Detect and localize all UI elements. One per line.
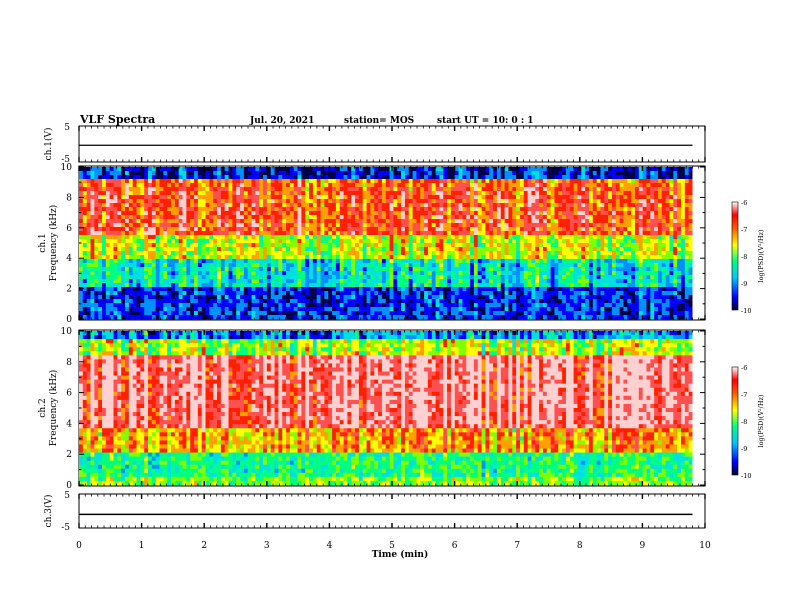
ch2-freq-ytick-4: 4 bbox=[66, 419, 72, 429]
figure-title: VLF Spectra bbox=[79, 113, 155, 126]
ch1-spectrogram-image bbox=[79, 167, 705, 320]
x-tick-label-7: 7 bbox=[514, 541, 520, 551]
ch1-colorbar-tick-1: -6 bbox=[741, 199, 747, 207]
x-tick-label-6: 6 bbox=[452, 541, 458, 551]
ch3-voltage-ylabel: ch.3(V) bbox=[43, 495, 54, 528]
ch2-colorbar-tick-1: -6 bbox=[741, 364, 747, 372]
x-tick-label-3: 3 bbox=[264, 541, 270, 551]
axis-ticks bbox=[78, 126, 706, 528]
x-tick-label-10: 10 bbox=[699, 541, 711, 551]
ch1-freq-ytick-2: 2 bbox=[66, 285, 72, 295]
ch1-freq-ytick-0: 0 bbox=[66, 315, 72, 325]
ch1-voltage-panel bbox=[78, 125, 706, 163]
ch1-colorbar-tick-5: -10 bbox=[741, 307, 751, 315]
ch1-colorbar-tick-2: -7 bbox=[741, 226, 747, 234]
ch3-voltage-ytick-bottom: -5 bbox=[61, 523, 70, 533]
ch2-freq-ytick-8: 8 bbox=[66, 358, 72, 368]
ch3-voltage-ytick-top: 5 bbox=[64, 491, 70, 501]
ch2-spectrogram-image bbox=[79, 331, 705, 486]
ch2-colorbar-tick-5: -10 bbox=[741, 472, 751, 480]
ch2-freq-ytick-6: 6 bbox=[66, 389, 72, 399]
date-label: Jul. 20, 2021 bbox=[249, 116, 314, 126]
ch1-colorbar bbox=[731, 201, 739, 311]
ch1-colorbar-tick-4: -9 bbox=[741, 280, 747, 288]
ch1-freq-ytick-10: 10 bbox=[61, 163, 73, 173]
x-tick-label-1: 1 bbox=[139, 541, 145, 551]
ch2-colorbar-tick-3: -8 bbox=[741, 418, 747, 426]
ch1-spectrogram-ylabel-2: Frequency (kHz) bbox=[48, 205, 59, 282]
x-tick-label-4: 4 bbox=[327, 541, 333, 551]
start-time-label: start UT = 10: 0 : 1 bbox=[437, 116, 534, 126]
ch1-freq-ytick-6: 6 bbox=[66, 224, 72, 234]
ch2-colorbar-tick-2: -7 bbox=[741, 391, 747, 399]
x-tick-label-2: 2 bbox=[201, 541, 207, 551]
ch2-spectrogram-ylabel-1: ch.2 bbox=[38, 398, 48, 417]
station-label: station= MOS bbox=[344, 116, 414, 126]
ch2-freq-ytick-0: 0 bbox=[66, 481, 72, 491]
ch2-spectrogram-ylabel-2: Frequency (kHz) bbox=[48, 370, 59, 447]
ch2-colorbar-label: log(PSD)(V²/Hz) bbox=[757, 394, 765, 447]
x-axis-label: Time (min) bbox=[372, 549, 429, 560]
ch1-freq-ytick-4: 4 bbox=[66, 254, 72, 264]
ch1-colorbar-label: log(PSD)(V²/Hz) bbox=[757, 229, 765, 282]
ch1-spectrogram-ylabel-1: ch.1 bbox=[38, 233, 48, 252]
ch1-freq-ytick-8: 8 bbox=[66, 193, 72, 203]
ch1-colorbar-tick-3: -8 bbox=[741, 253, 747, 261]
ch2-freq-ytick-10: 10 bbox=[61, 327, 73, 337]
ch2-colorbar-tick-4: -9 bbox=[741, 445, 747, 453]
x-tick-label-0: 0 bbox=[76, 541, 82, 551]
ch2-colorbar bbox=[731, 366, 739, 476]
x-tick-label-5: 5 bbox=[389, 541, 395, 551]
ch3-voltage-panel bbox=[78, 493, 706, 529]
ch1-voltage-ytick-bottom: -5 bbox=[61, 155, 70, 165]
ch1-voltage-ytick-top: 5 bbox=[64, 123, 70, 133]
x-tick-label-9: 9 bbox=[640, 541, 646, 551]
ch1-voltage-ylabel: ch.1(V) bbox=[43, 128, 54, 161]
ch2-freq-ytick-2: 2 bbox=[66, 450, 72, 460]
x-tick-label-8: 8 bbox=[577, 541, 583, 551]
